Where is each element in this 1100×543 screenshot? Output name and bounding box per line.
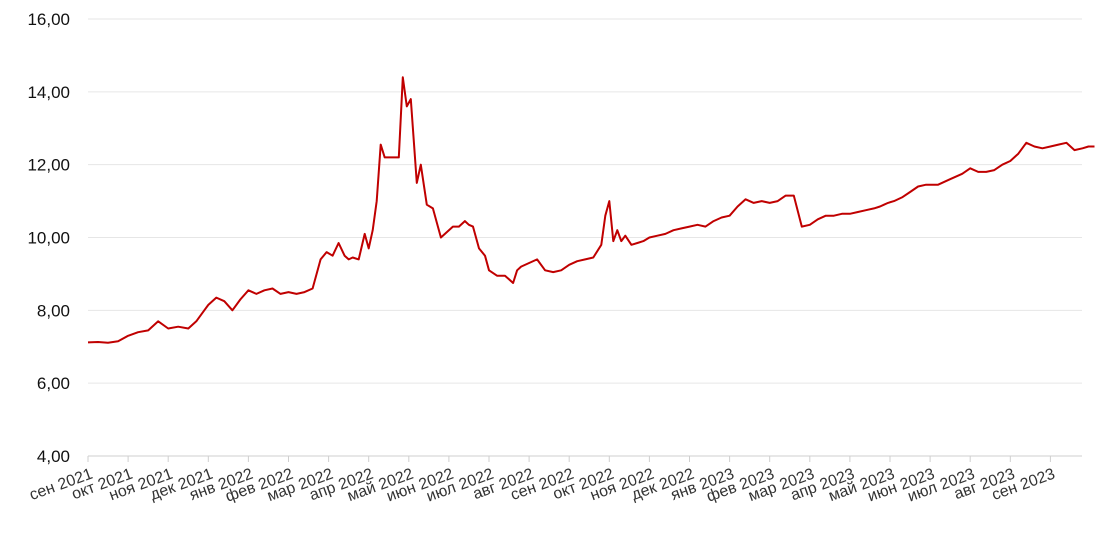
y-tick-label: 12,00: [27, 156, 70, 175]
series-line: [87, 76, 1095, 344]
y-tick-label: 4,00: [37, 447, 70, 466]
y-tick-label: 14,00: [27, 83, 70, 102]
y-tick-label: 8,00: [37, 301, 70, 320]
y-tick-label: 6,00: [37, 374, 70, 393]
grid-lines: [88, 18, 1082, 457]
y-tick-label: 16,00: [27, 10, 70, 29]
y-tick-label: 10,00: [27, 229, 70, 248]
series-layer: [87, 76, 1095, 344]
y-axis: 4,00 6,00 8,00 10,00 12,00 14,00 16,00: [27, 10, 70, 466]
